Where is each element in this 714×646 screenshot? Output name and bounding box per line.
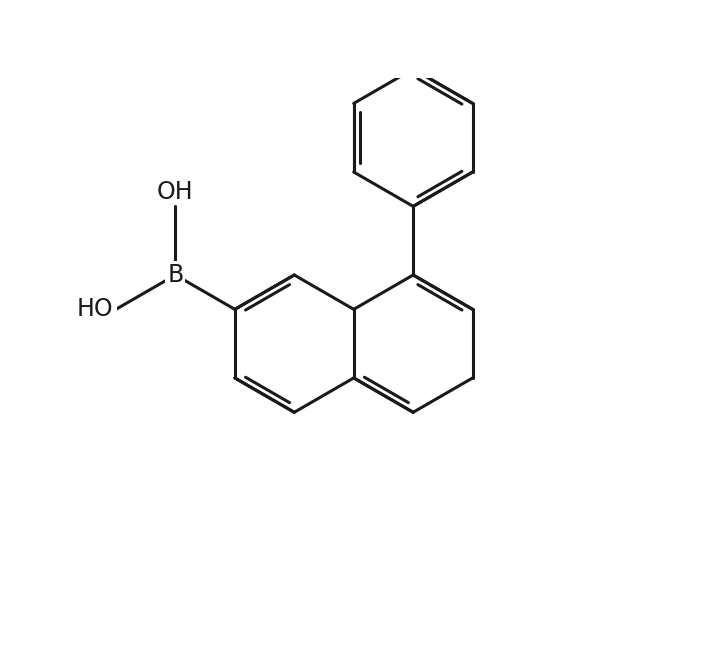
- Text: HO: HO: [77, 297, 114, 321]
- Text: B: B: [167, 263, 183, 287]
- Text: OH: OH: [157, 180, 193, 204]
